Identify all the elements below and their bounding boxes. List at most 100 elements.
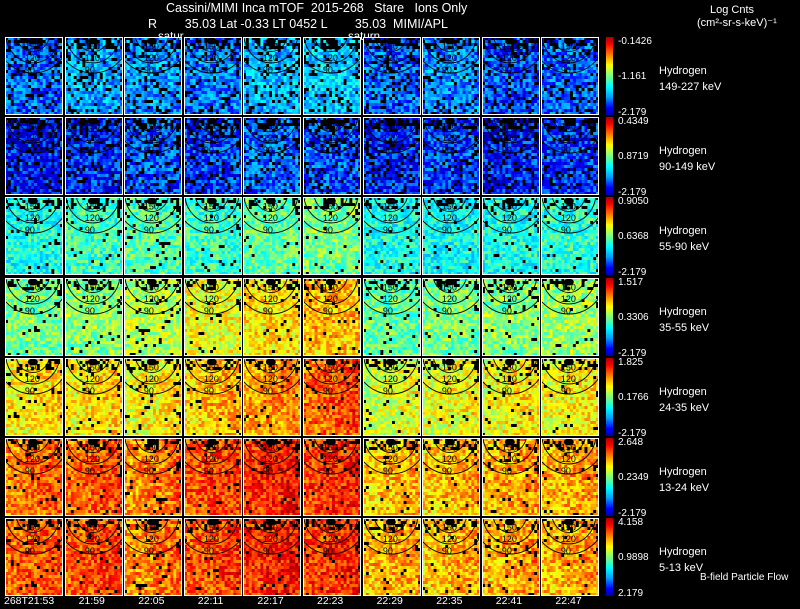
heatmap-cell bbox=[358, 88, 361, 92]
heatmap-cell bbox=[308, 58, 312, 62]
heatmap-cell bbox=[96, 52, 100, 56]
heatmap-cell bbox=[54, 67, 58, 71]
heatmap-cell bbox=[462, 97, 466, 101]
heatmap-cell bbox=[99, 94, 103, 98]
heatmap-cell bbox=[249, 91, 253, 95]
heatmap-cell bbox=[329, 70, 333, 74]
heatmap-cell bbox=[7, 100, 12, 104]
heatmap-cell bbox=[116, 112, 120, 115]
heatmap-cell bbox=[355, 37, 359, 41]
heatmap-cell bbox=[308, 70, 312, 74]
heatmap-cell bbox=[183, 91, 187, 95]
heatmap-cell bbox=[19, 97, 23, 101]
heatmap-cell bbox=[283, 52, 288, 56]
heatmap-cell bbox=[570, 49, 574, 53]
heatmap-cell bbox=[581, 64, 586, 68]
heatmap-cell bbox=[397, 112, 401, 115]
heatmap-cell bbox=[295, 55, 299, 59]
heatmap-cell bbox=[141, 46, 145, 50]
heatmap-cell bbox=[189, 37, 193, 41]
heatmap-cell bbox=[127, 79, 131, 83]
heatmap-cell bbox=[215, 91, 219, 95]
heatmap-cell bbox=[292, 61, 296, 65]
heatmap-cell bbox=[127, 67, 131, 71]
heatmap-cell bbox=[292, 100, 296, 104]
heatmap-cell bbox=[471, 64, 475, 68]
heatmap-cell bbox=[84, 64, 89, 68]
heatmap-cell bbox=[254, 82, 259, 86]
heatmap-cell bbox=[138, 55, 142, 59]
heatmap-cell bbox=[417, 43, 421, 47]
heatmap-cell bbox=[45, 91, 49, 95]
heatmap-cell bbox=[42, 64, 46, 68]
heatmap-cell bbox=[179, 106, 183, 110]
heatmap-cell bbox=[227, 112, 231, 115]
heatmap-cell bbox=[547, 55, 551, 59]
heatmap-cell bbox=[587, 64, 591, 68]
heatmap-cell bbox=[456, 91, 461, 95]
heatmap-cell bbox=[477, 46, 481, 50]
heatmap-cell bbox=[533, 49, 538, 53]
heatmap-cell bbox=[87, 88, 91, 92]
heatmap-cell bbox=[459, 58, 464, 62]
heatmap-cell bbox=[141, 73, 145, 77]
heatmap-cell bbox=[417, 112, 421, 115]
heatmap-cell bbox=[490, 103, 494, 107]
heatmap-cell bbox=[198, 85, 202, 89]
heatmap-cell bbox=[496, 76, 500, 80]
heatmap-cell bbox=[60, 64, 63, 68]
heatmap-cell bbox=[204, 43, 208, 47]
heatmap-cell bbox=[295, 43, 299, 47]
heatmap-cell bbox=[283, 103, 288, 107]
heatmap-cell bbox=[365, 52, 369, 56]
heatmap-cell bbox=[289, 100, 293, 104]
heatmap-cell bbox=[311, 100, 315, 104]
heatmap-cell bbox=[323, 46, 327, 50]
heatmap-cell bbox=[422, 70, 426, 74]
heatmap-cell bbox=[153, 49, 157, 53]
heatmap-cell bbox=[346, 109, 350, 113]
heatmap-cell bbox=[79, 55, 83, 59]
heatmap-cell bbox=[278, 97, 282, 101]
heatmap-cell bbox=[99, 88, 103, 92]
heatmap-cell bbox=[144, 70, 148, 74]
heatmap-cell bbox=[305, 70, 310, 74]
heatmap-cell bbox=[19, 43, 23, 47]
heatmap-cell bbox=[596, 46, 600, 50]
heatmap-cell bbox=[573, 67, 577, 71]
heatmap-cell bbox=[298, 52, 302, 56]
heatmap-cell bbox=[365, 61, 369, 65]
heatmap-cell bbox=[346, 79, 350, 83]
heatmap-cell bbox=[167, 46, 171, 50]
heatmap-cell bbox=[102, 52, 106, 56]
heatmap-cell bbox=[474, 79, 478, 83]
heatmap-cell bbox=[161, 100, 166, 104]
heatmap-cell bbox=[36, 73, 41, 77]
heatmap-cell bbox=[54, 49, 58, 53]
heatmap-cell bbox=[584, 37, 589, 41]
heatmap-cell bbox=[7, 52, 12, 56]
heatmap-cell bbox=[388, 94, 392, 98]
heatmap-cell bbox=[230, 109, 234, 113]
heatmap-cell bbox=[105, 49, 109, 53]
heatmap-cell bbox=[408, 46, 413, 50]
heatmap-cell bbox=[252, 97, 256, 101]
heatmap-cell bbox=[298, 70, 302, 74]
heatmap-cell bbox=[317, 55, 321, 59]
heatmap-cell bbox=[212, 46, 216, 50]
heatmap-cell bbox=[531, 106, 535, 110]
heatmap-cell bbox=[510, 103, 514, 107]
heatmap-cell bbox=[198, 67, 202, 71]
heatmap-cell bbox=[144, 88, 148, 92]
heatmap-cell bbox=[81, 106, 86, 110]
heatmap-cell bbox=[254, 76, 259, 80]
heatmap-cell bbox=[430, 73, 435, 77]
heatmap-cell bbox=[238, 61, 242, 65]
heatmap-cell bbox=[445, 43, 449, 47]
heatmap-cell bbox=[147, 76, 151, 80]
heatmap-cell bbox=[368, 103, 372, 107]
heatmap-cell bbox=[326, 94, 330, 98]
heatmap-cell bbox=[414, 97, 418, 101]
heatmap-cell bbox=[113, 64, 118, 68]
heatmap-cell bbox=[355, 52, 359, 56]
